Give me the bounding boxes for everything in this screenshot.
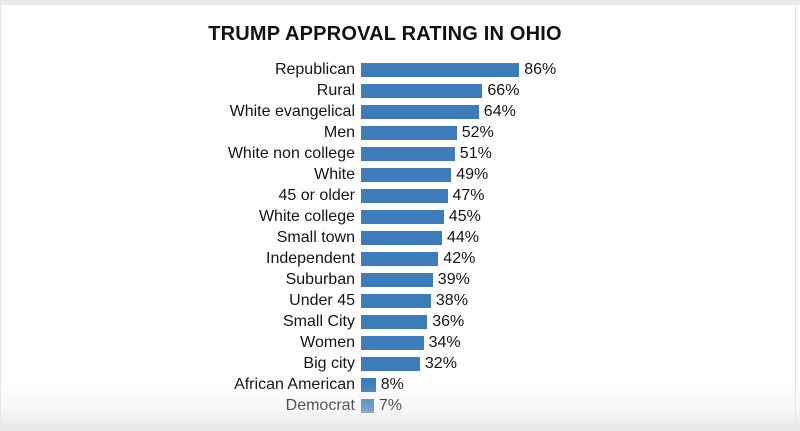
bar (361, 356, 420, 371)
bar (361, 188, 448, 203)
bar-value: 47% (452, 186, 485, 204)
bar-row: Small City 36% (100, 311, 760, 332)
bar-label: Republican (274, 60, 355, 78)
bar (361, 125, 457, 140)
bar-row: White evangelical 64% (100, 101, 760, 122)
bar-row: Republican 86% (100, 59, 760, 80)
bar-value: 32% (424, 354, 457, 372)
bar (361, 272, 433, 287)
bar-value: 42% (443, 249, 476, 267)
bar (361, 314, 428, 329)
bar (361, 230, 442, 245)
bar-label: Independent (266, 249, 355, 267)
bar (361, 146, 455, 161)
bar-label: White college (258, 207, 355, 225)
bar-value: 34% (428, 333, 461, 351)
bar (361, 83, 483, 98)
bar (361, 209, 444, 224)
bar-value: 39% (437, 270, 470, 288)
bar-row: 45 or older 47% (100, 185, 760, 206)
bar-value: 66% (487, 81, 520, 99)
bar-label: Men (323, 123, 355, 141)
bar-row: Rural 66% (100, 80, 760, 101)
bar-row: Small town 44% (100, 227, 760, 248)
bar-row: Under 45 38% (100, 290, 760, 311)
bar-value: 38% (435, 291, 468, 309)
bar-label: 45 or older (278, 186, 356, 204)
bar (361, 167, 452, 182)
bar-value: 86% (524, 60, 557, 78)
bar-row: Suburban 39% (100, 269, 760, 290)
bar-label: White evangelical (229, 102, 355, 120)
bar-row: Women 34% (100, 332, 760, 353)
bar-row: Independent 42% (100, 248, 760, 269)
bar-value: 36% (432, 312, 465, 330)
bar-row: African American 8% (100, 374, 760, 395)
bar-value: 45% (448, 207, 481, 225)
bar-value: 64% (483, 102, 516, 120)
bar-label: Rural (316, 81, 355, 99)
bar-row: White 49% (100, 164, 760, 185)
bar-label: Small City (282, 312, 355, 330)
bar-label: Under 45 (289, 291, 355, 309)
bar-label: Democrat (285, 396, 355, 414)
bar-chart: Republican 86% Rural 66% White evangelical 64… (100, 59, 760, 416)
bar-label: Suburban (285, 270, 355, 288)
bar-label: African American (234, 375, 355, 393)
bar-value: 44% (447, 228, 480, 246)
bar-label: Big city (303, 354, 355, 372)
bar (361, 293, 431, 308)
bar-row: Democrat 7% (100, 395, 760, 416)
bar-row: Big city 32% (100, 353, 760, 374)
bar-row: White non college 51% (100, 143, 760, 164)
bar-row: Men 52% (100, 122, 760, 143)
bar (361, 62, 520, 77)
chart-title: TRUMP APPROVAL RATING IN OHIO (208, 23, 562, 45)
bar-value: 51% (459, 144, 492, 162)
frame-left-border (0, 0, 1, 431)
frame-top-border (0, 0, 800, 5)
bar-label: Women (300, 333, 355, 351)
bar (361, 335, 424, 350)
bar-label: Small town (276, 228, 355, 246)
bar-value: 52% (461, 123, 494, 141)
bar (361, 251, 439, 266)
bar-label: White non college (227, 144, 355, 162)
bar (361, 377, 376, 392)
bar-row: White college 45% (100, 206, 760, 227)
bar-label: White (314, 165, 355, 183)
bar (361, 104, 479, 119)
frame-right-border (795, 0, 796, 431)
bar-value: 49% (456, 165, 489, 183)
bar (361, 398, 374, 413)
bar-value: 8% (380, 375, 404, 393)
bar-value: 7% (378, 396, 403, 414)
